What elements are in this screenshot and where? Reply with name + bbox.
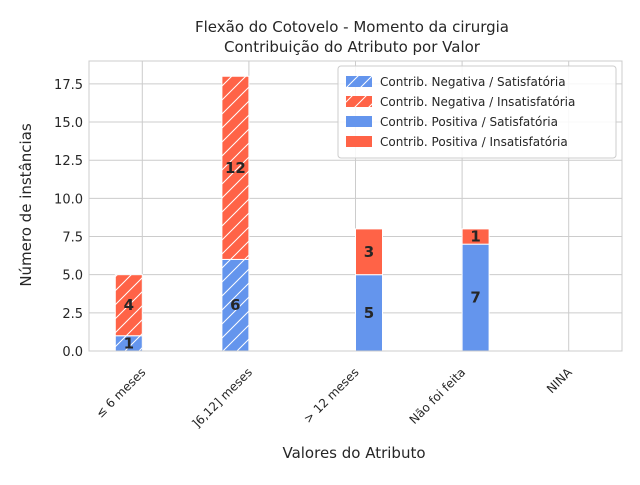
bar-value-label: 1 [470, 228, 480, 246]
y-axis-label: Número de instâncias [17, 123, 35, 287]
y-tick-label: 7.5 [62, 231, 83, 246]
x-axis-label: Valores do Atributo [282, 444, 425, 462]
y-tick-label: 0.0 [62, 345, 83, 360]
plot-frame [88, 60, 623, 352]
y-tick-label: 5.0 [62, 269, 83, 284]
bar-hatch [115, 335, 143, 351]
bar-hatch [221, 259, 249, 351]
bar-value-label: 6 [230, 296, 240, 314]
legend: Contrib. Negativa / Satisfatória Contrib.… [337, 65, 617, 159]
x-tick-label: Não foi feita [407, 365, 469, 427]
legend-entry: Contrib. Positiva / Satisfatória [380, 115, 558, 129]
legend-box [337, 65, 617, 159]
x-tick-label: > 12 meses [301, 365, 362, 426]
legend-swatch [346, 136, 372, 147]
legend-entry: Contrib. Positiva / Insatisfatória [380, 135, 568, 149]
x-tick-label: ]6,12] meses [189, 365, 255, 431]
legend-swatch-hatch [346, 96, 372, 107]
bar-value-label: 4 [124, 296, 134, 314]
x-tick-label: ≤ 6 meses [93, 365, 148, 420]
y-tick-label: 2.5 [62, 307, 83, 322]
chart-subtitle: Contribuição do Atributo por Valor [224, 38, 481, 56]
legend-entry: Contrib. Negativa / Insatisfatória [380, 95, 575, 109]
bar-labels: 1 6 4 12 5 7 3 1 [124, 159, 481, 353]
bar-segment [355, 228, 383, 276]
bar-value-label: 7 [470, 289, 480, 307]
bar-value-label: 3 [364, 243, 374, 261]
y-tick-label: 17.5 [54, 78, 83, 93]
legend-swatch [346, 116, 372, 127]
y-tick-label: 15.0 [54, 116, 83, 131]
bar-hatch [221, 76, 249, 260]
bar-value-label: 1 [124, 334, 134, 352]
bar-value-label: 12 [225, 159, 246, 177]
bar-value-label: 5 [364, 304, 374, 322]
y-tick-label: 10.0 [54, 192, 83, 207]
x-tick-label: NINA [544, 365, 575, 396]
y-tick-label: 12.5 [54, 154, 83, 169]
bars [114, 75, 490, 352]
bar-segment [461, 243, 490, 352]
bar-hatch [115, 274, 143, 336]
legend-entry: Contrib. Negativa / Satisfatória [380, 75, 566, 89]
bar-segment [461, 228, 490, 245]
chart-title: Flexão do Cotovelo - Momento da cirurgia [195, 18, 509, 36]
legend-swatch-hatch [346, 76, 372, 87]
